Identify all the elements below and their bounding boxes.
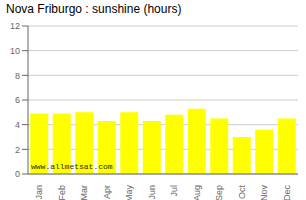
svg-text:Mar: Mar bbox=[79, 185, 89, 200]
svg-text:Jun: Jun bbox=[147, 185, 157, 200]
html-text:Nova Friburgo : sunshine (hour: Nova Friburgo : sunshine (hours) bbox=[6, 2, 182, 16]
svg-text:6: 6 bbox=[15, 95, 20, 105]
svg-text:0: 0 bbox=[15, 169, 20, 179]
svg-text:2: 2 bbox=[15, 145, 20, 155]
svg-text:10: 10 bbox=[10, 46, 20, 56]
svg-text:4: 4 bbox=[15, 120, 20, 130]
svg-text:Nov: Nov bbox=[259, 185, 269, 200]
svg-text:Oct: Oct bbox=[237, 185, 247, 200]
svg-text:May: May bbox=[124, 185, 134, 200]
svg-text:Dec: Dec bbox=[282, 185, 292, 200]
html-text:www.allmetsat.com: www.allmetsat.com bbox=[31, 162, 113, 171]
svg-text:Jan: Jan bbox=[34, 185, 44, 200]
svg-text:Jul: Jul bbox=[169, 185, 179, 197]
svg-text:Aug: Aug bbox=[192, 185, 202, 200]
svg-text:Sep: Sep bbox=[214, 185, 224, 200]
svg-text:8: 8 bbox=[15, 71, 20, 81]
svg-text:Feb: Feb bbox=[57, 185, 67, 200]
svg-text:12: 12 bbox=[10, 21, 20, 31]
svg-text:Apr: Apr bbox=[102, 185, 112, 199]
